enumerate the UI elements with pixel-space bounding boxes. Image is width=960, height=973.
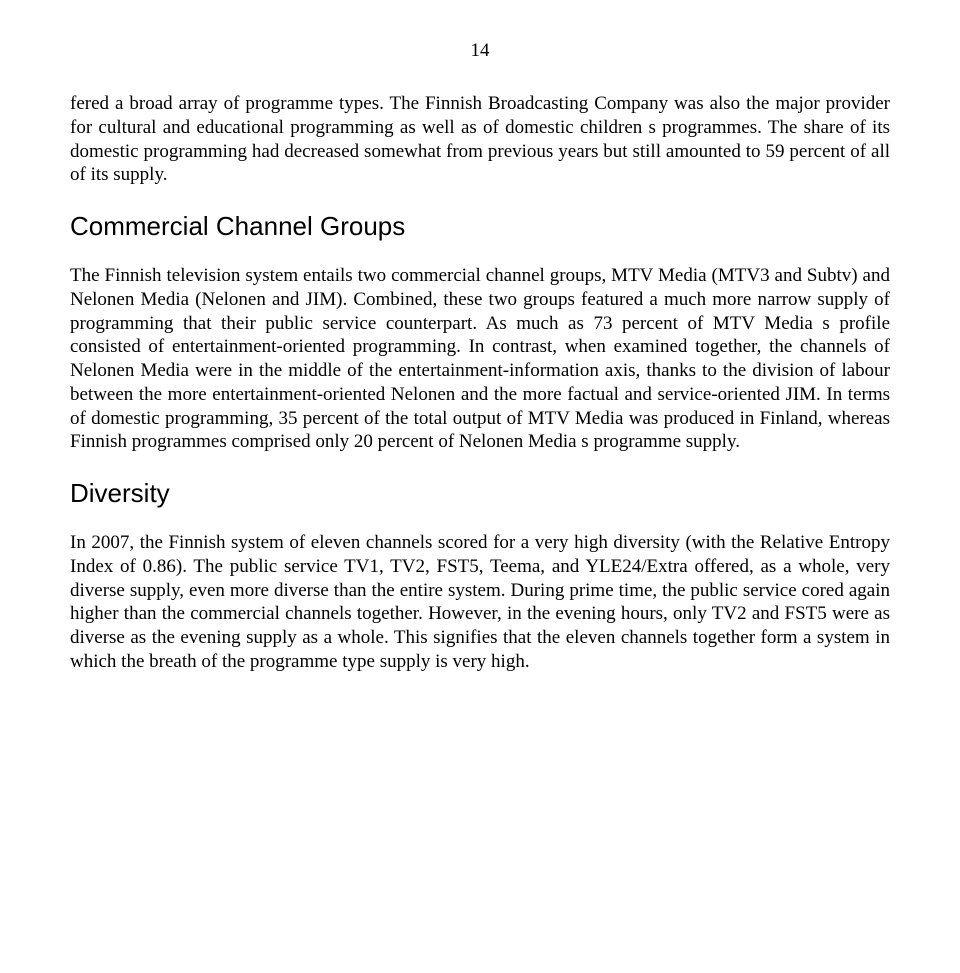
heading-diversity: Diversity bbox=[70, 478, 890, 509]
paragraph-commercial-channel-groups: The Finnish television system entails tw… bbox=[70, 264, 890, 454]
paragraph-diversity: In 2007, the Finnish system of eleven ch… bbox=[70, 531, 890, 674]
heading-commercial-channel-groups: Commercial Channel Groups bbox=[70, 211, 890, 242]
document-page: 14 fered a broad array of programme type… bbox=[0, 0, 960, 738]
page-number: 14 bbox=[70, 40, 890, 62]
paragraph-intro: fered a broad array of programme types. … bbox=[70, 92, 890, 187]
